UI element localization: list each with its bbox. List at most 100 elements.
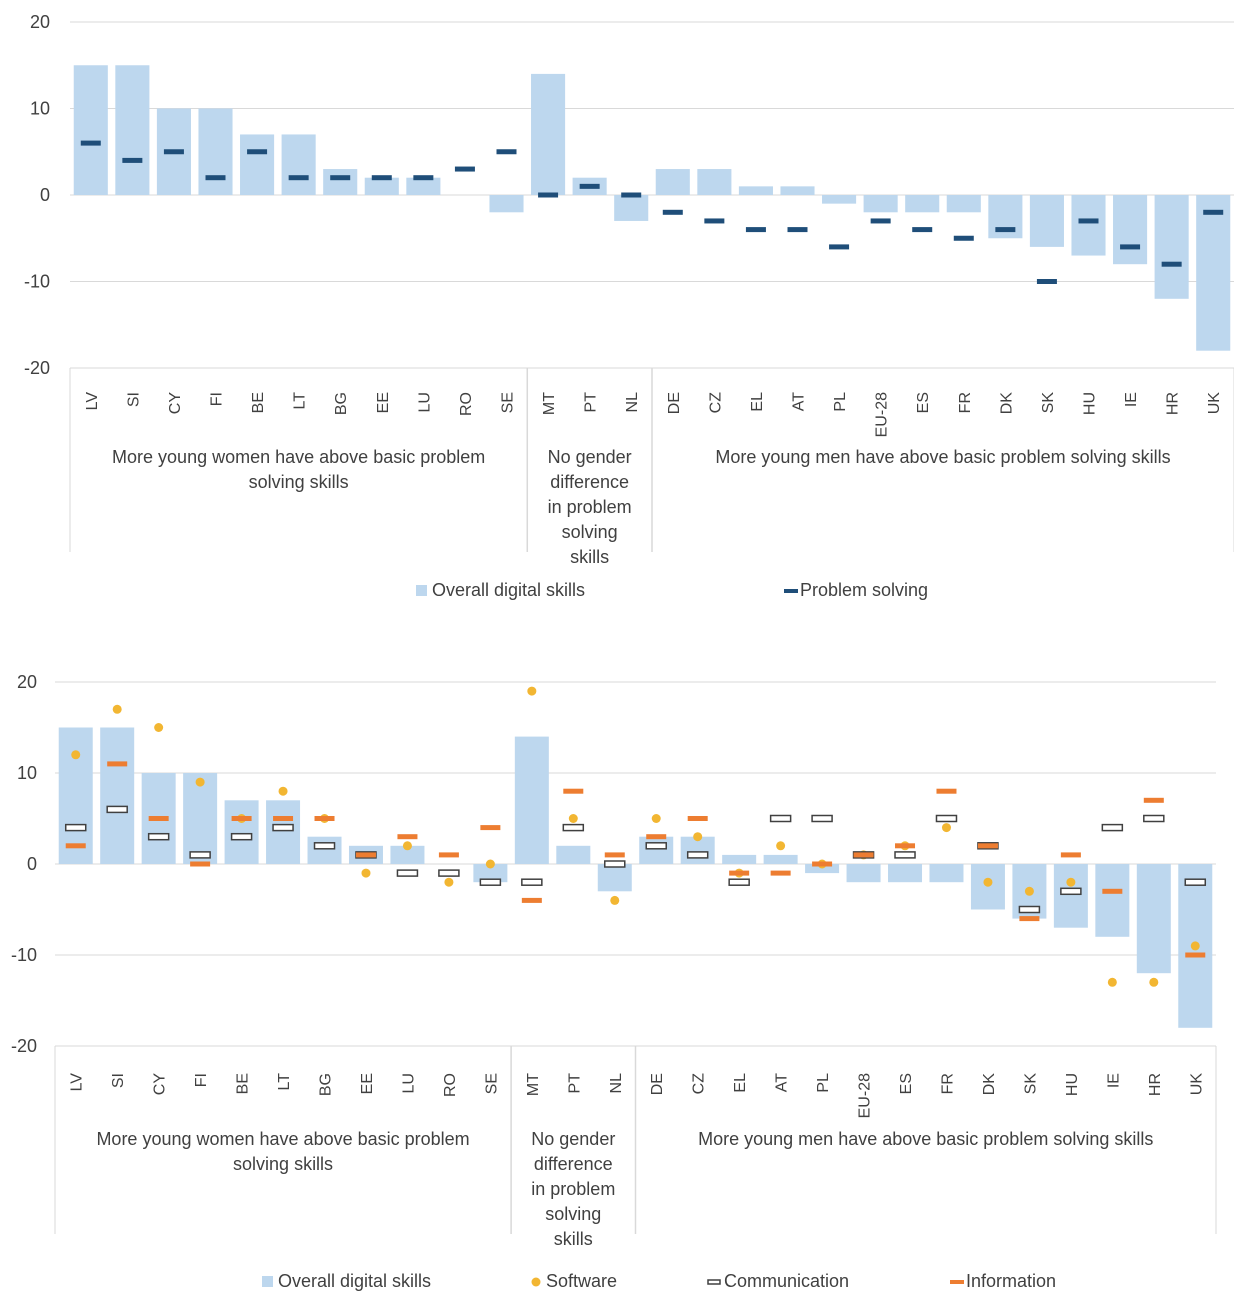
bar-overall-digital-skills [1113,195,1148,265]
category-label: UK [1188,1073,1205,1096]
category-label: BG [318,1073,335,1096]
bar-overall-digital-skills [281,134,316,195]
group-label-line: More young women have above basic proble… [96,1129,469,1149]
marker-problem-solving [330,175,351,181]
group-label-line: solving [545,1204,601,1224]
marker-information [1143,797,1164,803]
group-label: More young women have above basic proble… [112,447,485,492]
category-label: PT [566,1073,583,1094]
bar-overall-digital-skills [1136,864,1171,974]
marker-problem-solving [205,175,226,181]
category-label: DE [649,1073,666,1095]
marker-information [231,816,252,821]
category-label: EU-28 [857,1073,874,1118]
y-tick-label: -20 [24,358,50,378]
category-label: MT [541,392,558,415]
marker-information [687,816,708,821]
marker-problem-solving [80,140,101,146]
bar-overall-digital-skills [556,845,591,864]
category-label: FR [939,1073,956,1094]
category-label: AT [774,1073,791,1092]
category-label: NL [624,392,641,413]
marker-software [1107,977,1117,987]
y-tick-label: -10 [24,272,50,292]
bar-overall-digital-skills [73,65,108,195]
bar-overall-digital-skills [100,727,135,864]
category-label: RO [458,392,475,416]
bar-overall-digital-skills [406,177,441,195]
marker-problem-solving [621,192,642,198]
marker-information [190,861,211,867]
marker-software [1149,977,1159,987]
legend-label: Software [546,1271,617,1291]
marker-software [154,723,164,732]
bar-overall-digital-skills [1053,864,1088,928]
bar-overall-digital-skills [822,195,857,204]
marker-software [776,841,786,851]
bar-overall-digital-skills [738,186,773,195]
group-label-line: solving skills [249,472,349,492]
marker-information [563,788,584,794]
marker-problem-solving [912,227,933,233]
marker-communication [562,823,585,832]
bar-overall-digital-skills [266,800,301,864]
legend-label: Overall digital skills [278,1271,431,1291]
group-label: More young men have above basic problem … [698,1129,1153,1149]
marker-communication [1143,814,1165,823]
bar-overall-digital-skills [639,836,674,864]
bar-overall-digital-skills [115,65,150,195]
marker-software [610,895,620,905]
marker-information [1185,952,1206,958]
group-label-line: difference [550,472,629,492]
category-label: BE [235,1073,252,1094]
marker-information [107,761,128,767]
group-label-line: No gender [548,447,632,467]
legend-swatch-bar [416,585,427,596]
marker-information [936,788,957,794]
category-label: LV [69,1073,86,1092]
legend-swatch-bar [262,1276,273,1287]
marker-communication [1018,905,1041,914]
bar-overall-digital-skills [763,854,798,864]
category-label: FR [957,392,974,413]
legend-label: Communication [724,1271,849,1291]
marker-information [977,843,998,849]
y-tick-label: 10 [17,763,37,783]
marker-communication [604,860,626,868]
category-label: SE [483,1073,500,1094]
marker-problem-solving [745,227,766,233]
group-label-line: More young men have above basic problem … [698,1129,1153,1149]
group-label-line: More young women have above basic proble… [112,447,485,467]
category-label: EE [375,392,392,413]
category-label: HU [1082,392,1099,415]
marker-problem-solving [870,218,891,224]
category-label: HU [1064,1073,1081,1096]
marker-information [853,852,874,858]
category-label: CY [167,392,184,415]
bar-overall-digital-skills [323,169,358,195]
marker-communication [1101,823,1124,832]
marker-software [1190,941,1200,951]
marker-communication [894,851,916,859]
bar-overall-digital-skills [240,134,275,195]
marker-software [651,814,661,823]
bar-overall-digital-skills [224,800,259,864]
marker-software [278,786,288,796]
category-label: IE [1105,1073,1122,1088]
group-label: More young women have above basic proble… [96,1129,469,1174]
y-tick-label: 0 [27,854,37,874]
legend-label: Problem solving [800,580,928,600]
group-label-line: No gender [531,1129,615,1149]
bar-overall-digital-skills [680,836,715,864]
category-label: DE [666,392,683,414]
marker-software [983,877,993,887]
group-label-line: skills [554,1229,593,1249]
category-label: EU-28 [874,392,891,437]
category-label: LU [400,1073,417,1093]
marker-information [646,834,667,840]
marker-software [693,832,703,842]
bar-overall-digital-skills [58,727,93,864]
group-label-line: difference [534,1154,613,1174]
marker-problem-solving [953,235,974,241]
marker-communication [1184,878,1207,886]
